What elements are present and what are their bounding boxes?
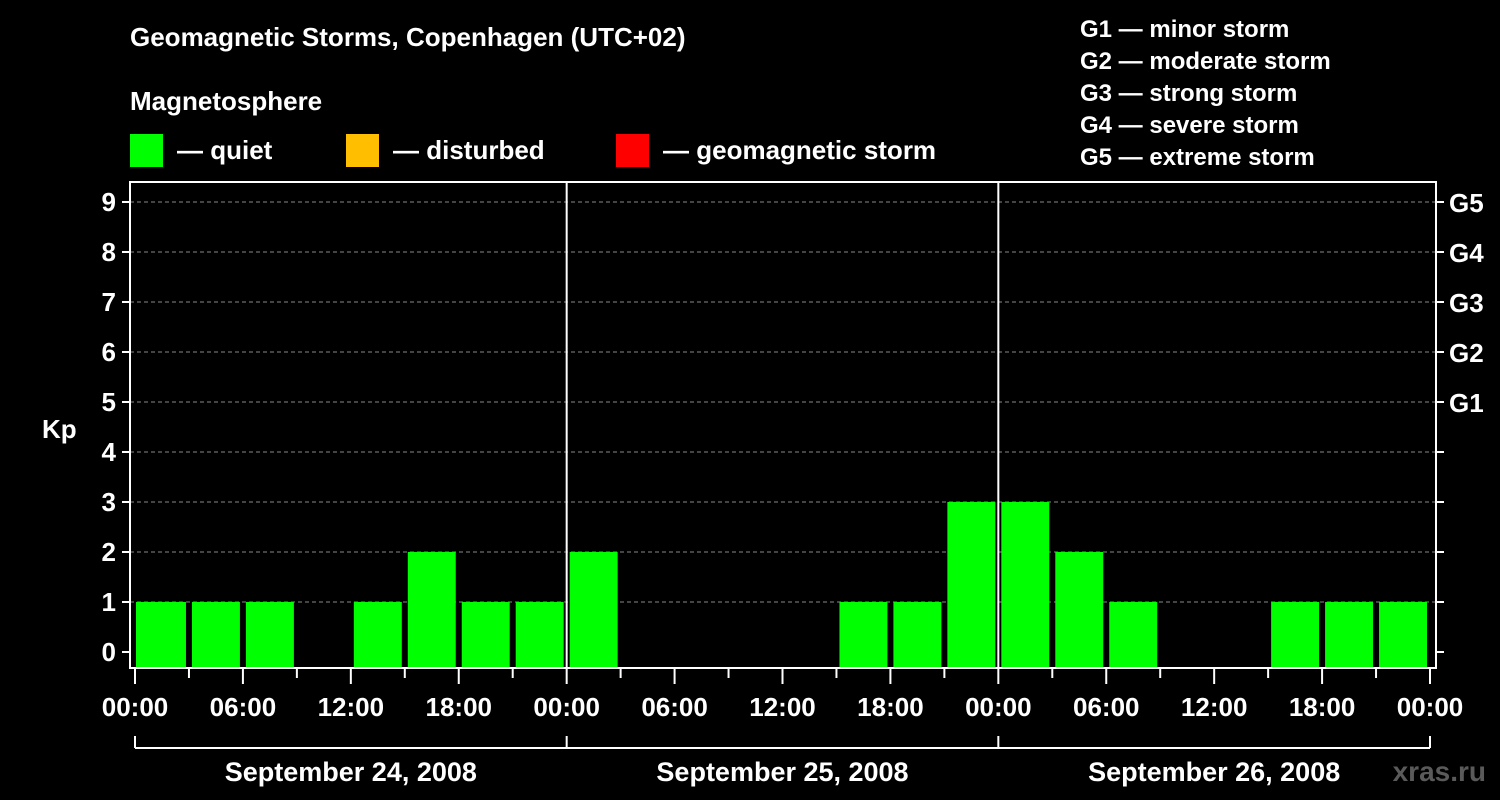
x-tick-label: 06:00 [641, 692, 708, 722]
plot-frame [129, 181, 1437, 669]
day-label: September 25, 2008 [656, 757, 908, 787]
x-tick-label: 18:00 [857, 692, 924, 722]
kp-bar [191, 602, 240, 668]
y-tick-label: 1 [102, 587, 116, 617]
x-tick-label: 12:00 [1181, 692, 1248, 722]
y-tick-label: 2 [102, 537, 116, 567]
y-tick-label: 5 [102, 387, 116, 417]
day-label: September 24, 2008 [225, 757, 477, 787]
day-label: September 26, 2008 [1088, 757, 1340, 787]
kp-bar [1001, 502, 1050, 668]
legend-disturbed-label: — disturbed [393, 134, 545, 165]
x-tick-label: 12:00 [318, 692, 385, 722]
kp-bar [136, 602, 186, 668]
storm-scale-g2: G2 — moderate storm [1080, 48, 1331, 75]
x-tick-label: 00:00 [533, 692, 600, 722]
y-tick-label: 7 [102, 287, 116, 317]
kp-bar [461, 602, 510, 668]
y-axis-label: Kp [42, 414, 77, 444]
legend-quiet-swatch [130, 133, 163, 167]
storm-level-label: G2 [1449, 338, 1484, 368]
storm-scale-g4: G4 — severe storm [1080, 112, 1299, 139]
legend-disturbed-swatch [346, 133, 379, 167]
chart-title: Geomagnetic Storms, Copenhagen (UTC+02) [130, 22, 686, 52]
x-tick-label: 00:00 [1397, 692, 1464, 722]
kp-bar [1055, 552, 1104, 668]
legend-storm-label: — geomagnetic storm [663, 134, 937, 165]
legend-storm-swatch [616, 133, 649, 167]
kp-bar [353, 602, 402, 668]
storm-level-label: G5 [1449, 188, 1484, 218]
kp-bar [1109, 602, 1158, 668]
kp-bar [947, 502, 996, 668]
kp-bar [1271, 602, 1320, 668]
y-tick-label: 8 [102, 237, 116, 267]
x-tick-label: 06:00 [210, 692, 277, 722]
y-tick-label: 3 [102, 487, 116, 517]
y-tick-label: 6 [102, 337, 116, 367]
kp-bar [839, 602, 888, 668]
storm-scale-g1: G1 — minor storm [1080, 16, 1290, 43]
x-tick-label: 00:00 [965, 692, 1032, 722]
x-tick-label: 00:00 [102, 692, 169, 722]
kp-bar [245, 602, 294, 668]
x-tick-label: 18:00 [1289, 692, 1356, 722]
legend-disturbed: — disturbed [346, 133, 545, 167]
storm-level-label: G3 [1449, 288, 1484, 318]
storm-scale-legend: G1 — minor storm G2 — moderate storm G3 … [1080, 14, 1331, 174]
kp-bar [893, 602, 942, 668]
x-tick-label: 12:00 [749, 692, 816, 722]
watermark: xras.ru [1392, 756, 1486, 787]
storm-scale-g5: G5 — extreme storm [1080, 144, 1315, 171]
legend-quiet: — quiet [130, 133, 273, 167]
storm-level-label: G1 [1449, 388, 1484, 418]
chart-subtitle: Magnetosphere [130, 86, 323, 116]
kp-bar [569, 552, 618, 668]
kp-bar [515, 602, 564, 668]
x-tick-label: 06:00 [1073, 692, 1140, 722]
y-tick-label: 4 [102, 437, 117, 467]
y-tick-label: 0 [102, 637, 116, 667]
storm-level-label: G4 [1449, 238, 1484, 268]
x-tick-label: 18:00 [426, 692, 493, 722]
kp-bar [1379, 602, 1427, 668]
kp-bar [1325, 602, 1374, 668]
storm-scale-g3: G3 — strong storm [1080, 80, 1298, 107]
legend-storm: — geomagnetic storm [616, 133, 937, 167]
y-tick-label: 9 [102, 187, 116, 217]
legend-quiet-label: — quiet [177, 134, 273, 165]
kp-bar [407, 552, 456, 668]
